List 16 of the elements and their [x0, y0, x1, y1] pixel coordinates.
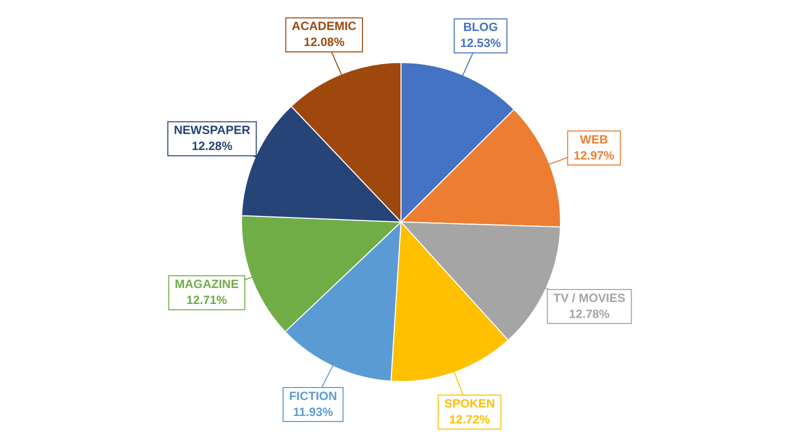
data-label: 12.08% — [304, 35, 345, 50]
slice-label: WEB — [580, 132, 608, 146]
data-label: 12.28% — [192, 139, 233, 154]
slice-label: ACADEMIC — [292, 19, 357, 34]
slice-label: MAGAZINE — [174, 277, 239, 292]
slice-label: FICTION — [289, 388, 338, 403]
data-label: 12.72% — [449, 412, 490, 426]
slice-label: NEWSPAPER — [174, 123, 251, 138]
data-label: 12.97% — [574, 148, 615, 162]
data-label: 11.93% — [293, 404, 334, 419]
data-label: 12.78% — [569, 306, 610, 321]
slice-label: TV / MOVIES — [553, 290, 626, 305]
data-label: 12.53% — [460, 36, 502, 50]
data-label: 12.71% — [186, 293, 228, 308]
slice-label: BLOG — [463, 20, 498, 34]
slice-label: SPOKEN — [444, 396, 495, 410]
